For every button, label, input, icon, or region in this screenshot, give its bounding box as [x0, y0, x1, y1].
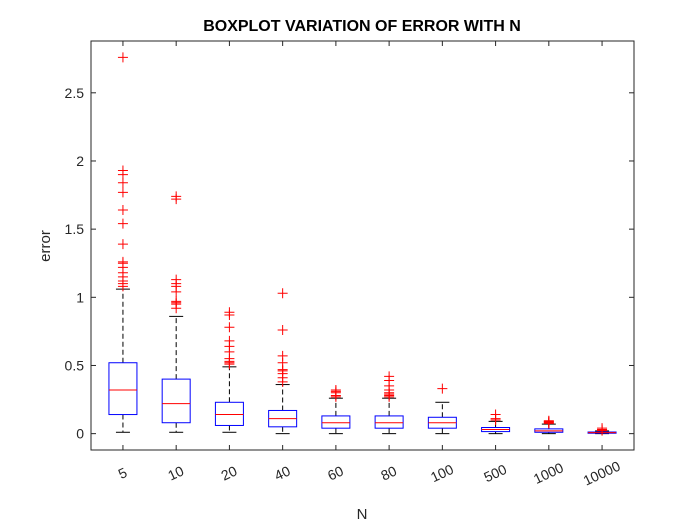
outlier-marker	[117, 205, 128, 216]
outlier-marker	[224, 335, 235, 346]
outlier-marker	[597, 423, 608, 434]
box-group-1000	[534, 415, 564, 435]
outlier-marker	[437, 383, 448, 394]
box-group-10000	[587, 423, 617, 436]
outlier-marker	[277, 325, 288, 336]
box-iqr	[161, 378, 191, 424]
outlier-marker	[224, 307, 235, 318]
x-tick-label: 20	[219, 462, 240, 483]
x-axis-label: N	[357, 506, 368, 523]
y-tick-label: 0.5	[65, 357, 85, 373]
box-group-60	[321, 385, 351, 435]
outlier-marker	[117, 256, 128, 267]
box-group-100	[427, 383, 457, 435]
box-group-20	[214, 307, 244, 433]
outlier-marker	[171, 191, 182, 202]
outlier-marker	[384, 371, 395, 382]
outlier-marker	[117, 218, 128, 229]
outlier-marker	[117, 187, 128, 198]
x-tick-label: 10	[165, 462, 186, 483]
y-tick-label: 2.5	[65, 85, 85, 101]
chart-title: BOXPLOT VARIATION OF ERROR WITH N	[203, 18, 521, 35]
plot-area-frame	[90, 40, 635, 451]
x-tick-label: 80	[378, 462, 399, 483]
y-tick-label: 2	[76, 153, 84, 169]
outlier-marker	[171, 296, 182, 307]
outlier-marker	[224, 322, 235, 333]
x-tick-label: 5	[116, 464, 130, 482]
outlier-marker	[117, 165, 128, 176]
box-iqr	[374, 415, 404, 429]
outlier-marker	[490, 409, 501, 420]
box-group-500	[481, 409, 511, 435]
box-group-80	[374, 371, 404, 435]
x-tick-label: 40	[272, 462, 293, 483]
box-iqr	[321, 415, 351, 429]
box-group-5	[108, 52, 138, 433]
outlier-marker	[117, 239, 128, 250]
outlier-marker	[277, 288, 288, 299]
x-tick-label: 10000	[581, 458, 623, 489]
x-tick-label: 60	[325, 462, 346, 483]
y-tick-label: 1.5	[65, 221, 85, 237]
box-iqr	[214, 401, 244, 426]
x-tick-label: 1000	[531, 459, 566, 487]
box-group-40	[268, 288, 298, 435]
x-tick-label: 100	[428, 461, 456, 485]
outlier-marker	[171, 274, 182, 285]
outlier-marker	[543, 415, 554, 426]
x-tick-label: 500	[481, 461, 509, 485]
outlier-marker	[277, 350, 288, 361]
y-tick-label: 1	[76, 289, 84, 305]
outlier-marker	[117, 52, 128, 63]
y-tick-label: 0	[76, 426, 84, 442]
box-iqr	[108, 362, 138, 416]
box-group-10	[161, 191, 191, 433]
y-axis-label: error	[37, 230, 54, 262]
outlier-marker	[330, 385, 341, 396]
